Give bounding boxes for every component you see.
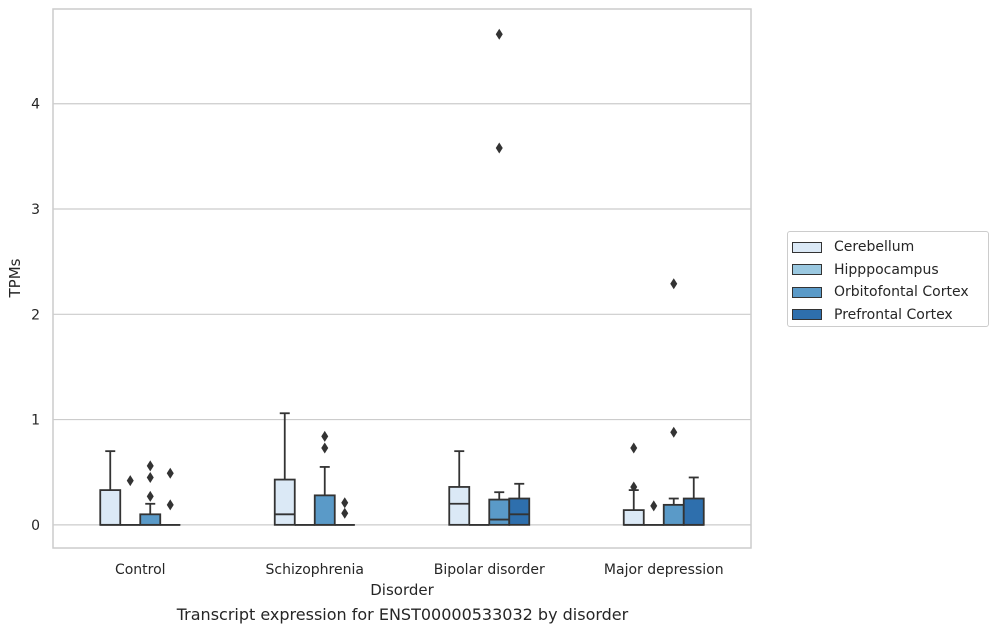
outlier-point (166, 467, 174, 479)
outlier-point (146, 460, 154, 472)
outlier-point (321, 430, 329, 442)
y-tick-label: 4 (31, 97, 40, 113)
outlier-point (630, 481, 638, 493)
legend-swatch (792, 264, 822, 276)
legend-item: Cerebellum (792, 236, 988, 259)
box-group (643, 500, 664, 526)
box (508, 497, 531, 526)
box-group (99, 450, 122, 526)
x-tick-label: Control (115, 562, 166, 578)
box-group (334, 497, 355, 526)
legend-label: Hipppocampus (834, 261, 939, 278)
x-tick-label: Major depression (604, 562, 724, 578)
plot-area-frame (52, 8, 752, 549)
y-tick-label: 2 (31, 307, 40, 323)
outlier-point (650, 500, 658, 512)
box (662, 503, 685, 526)
y-tick-label: 3 (31, 202, 40, 218)
x-tick-label: Bipolar disorder (434, 562, 545, 578)
outlier-point (495, 28, 503, 40)
legend-label: Orbitofontal Cortex (834, 284, 969, 301)
x-tick-label: Schizophrenia (266, 562, 364, 578)
legend-item: Hipppocampus (792, 259, 988, 282)
outlier-point (495, 142, 503, 154)
box (682, 497, 705, 526)
outlier-point (126, 475, 134, 487)
box-group (120, 475, 141, 526)
grid-layer (53, 103, 751, 526)
box (488, 498, 511, 526)
figure-caption: Transcript expression for ENST0000053303… (176, 605, 629, 624)
outlier-point (630, 442, 638, 454)
outlier-point (146, 490, 154, 502)
box (99, 489, 122, 526)
legend-swatch (792, 286, 822, 298)
box-group (160, 467, 181, 526)
y-tick-label: 1 (31, 413, 40, 429)
outlier-point (321, 442, 329, 454)
box (622, 509, 645, 526)
box (313, 494, 336, 526)
legend-label: Prefrontal Cortex (834, 306, 953, 323)
box-group (488, 28, 511, 526)
box-group (622, 442, 645, 526)
box-group (139, 460, 162, 526)
box-group (313, 430, 336, 526)
box (448, 486, 471, 526)
outlier-point (341, 507, 349, 519)
outlier-point (341, 497, 349, 509)
y-axis-label: TPMs (6, 258, 24, 298)
box (273, 478, 296, 526)
x-axis-label: Disorder (370, 581, 434, 599)
box-group (273, 412, 296, 526)
outlier-point (146, 471, 154, 483)
box-group (448, 450, 471, 526)
legend-item: Orbitofontal Cortex (792, 281, 988, 304)
box-group (508, 482, 531, 526)
box-layer (99, 28, 705, 526)
outlier-point (670, 278, 678, 290)
outlier-point (670, 426, 678, 438)
box-group (662, 278, 685, 526)
legend-label: Cerebellum (834, 239, 915, 256)
outlier-point (166, 499, 174, 511)
legend-item: Prefrontal Cortex (792, 304, 988, 327)
legend-swatch (792, 309, 822, 321)
box (139, 513, 162, 526)
box-group (682, 476, 705, 526)
tick-layer: 0 1 2 3 4 Control Schizophrenia Bipolar disorde… (31, 97, 724, 578)
y-tick-label: 0 (31, 518, 40, 534)
legend: Cerebellum Hipppocampus Orbitofontal Corte… (787, 231, 989, 327)
legend-swatch (792, 241, 822, 253)
